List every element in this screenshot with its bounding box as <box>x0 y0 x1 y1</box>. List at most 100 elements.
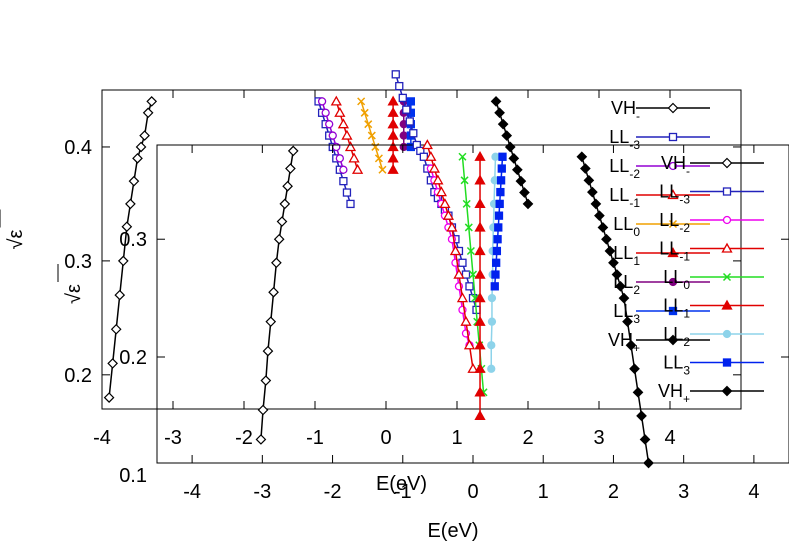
data-point <box>406 97 416 106</box>
data-point <box>492 246 502 256</box>
series-line <box>260 150 294 440</box>
data-point <box>344 141 357 152</box>
data-point <box>639 434 651 445</box>
data-point <box>391 70 400 79</box>
data-point <box>487 364 496 373</box>
data-point <box>346 199 355 209</box>
data-point <box>273 233 285 245</box>
data-point <box>132 153 143 164</box>
data-point <box>387 141 399 152</box>
data-point <box>580 163 591 174</box>
data-point <box>135 141 147 153</box>
data-point <box>328 131 337 140</box>
x-tick-label: -4 <box>183 481 201 503</box>
legend-label: LL-3 <box>659 182 690 207</box>
data-point <box>519 187 530 198</box>
data-point <box>494 107 505 119</box>
legend-label: LL-3 <box>609 127 640 152</box>
data-point <box>474 410 486 421</box>
data-point <box>466 246 475 256</box>
legend-entry-LL-2: LL-2 <box>659 210 764 235</box>
data-point <box>508 153 520 164</box>
data-point <box>121 221 133 233</box>
legend-entry-LL1: LL1 <box>663 296 764 321</box>
data-point <box>474 315 486 326</box>
data-point <box>262 345 274 357</box>
data-point <box>474 150 486 161</box>
data-point <box>374 154 383 163</box>
x-tick-label: -1 <box>306 427 324 449</box>
data-point <box>387 95 399 106</box>
data-point <box>474 221 486 232</box>
data-point <box>387 152 399 163</box>
data-point <box>474 245 486 256</box>
data-point <box>615 280 626 292</box>
data-point <box>402 105 411 114</box>
data-point <box>442 209 455 220</box>
data-point <box>461 270 471 279</box>
data-point <box>495 199 504 209</box>
data-point <box>279 198 291 210</box>
data-point <box>449 245 462 256</box>
data-point <box>487 317 497 326</box>
data-point <box>622 316 633 328</box>
chart-2: -4 -3 -2 -1 0 1 2 3 4 0.1 0.2 0.3 E(eV) √ε VH- LL-3 LL-2… <box>57 70 789 542</box>
data-point <box>357 97 366 106</box>
data-point <box>590 198 602 210</box>
legend-entry-LL-3: LL-3 <box>659 182 764 207</box>
legend-entry-LL2: LL2 <box>663 324 764 349</box>
data-point <box>611 269 623 280</box>
data-point <box>515 175 527 187</box>
x-tick-label: 3 <box>678 481 689 503</box>
data-point <box>576 151 588 163</box>
series-LL1 <box>474 150 486 421</box>
data-point <box>107 358 118 369</box>
legend-label: LL0 <box>613 214 640 239</box>
data-point <box>387 106 399 117</box>
data-point <box>474 339 486 350</box>
data-point <box>464 223 473 232</box>
data-point <box>265 316 277 328</box>
data-point <box>128 175 140 187</box>
legend-entry-LL3: LL3 <box>613 301 710 326</box>
data-point <box>490 282 499 291</box>
y-tick-label: 0.3 <box>64 251 92 273</box>
data-point <box>276 216 288 227</box>
data-point <box>387 118 399 129</box>
x-tick-label: 2 <box>608 481 619 503</box>
data-point <box>608 257 619 269</box>
data-point <box>287 145 299 157</box>
data-point <box>367 131 376 140</box>
data-point <box>260 375 272 386</box>
series-LL-2 <box>317 97 348 174</box>
legend-entry-LL-1: LL-1 <box>609 185 710 210</box>
legend-label: LL2 <box>663 324 690 349</box>
legend-entry-LL1: LL1 <box>613 243 710 268</box>
legend-label: LL3 <box>613 301 640 326</box>
series-LL-1 <box>421 139 479 373</box>
series-LL3 <box>490 152 507 291</box>
x-tick-label: 0 <box>467 481 478 503</box>
x-tick-label: -2 <box>235 427 253 449</box>
data-point <box>453 268 465 279</box>
data-point <box>497 164 506 173</box>
data-point <box>351 163 364 174</box>
data-point <box>474 268 486 279</box>
x-tick-label: 0 <box>380 427 391 449</box>
data-point <box>494 223 503 232</box>
y-tick-label: 0.2 <box>64 365 92 387</box>
data-point <box>421 139 433 150</box>
legend-label: LL0 <box>663 267 690 292</box>
data-point <box>491 270 500 279</box>
x-tick-label: 2 <box>522 427 533 449</box>
data-point <box>496 187 505 197</box>
data-point <box>456 292 469 303</box>
x-tick-label: 4 <box>748 481 759 503</box>
data-point <box>583 174 595 186</box>
data-point <box>117 255 129 267</box>
legend-label: LL-1 <box>659 239 690 264</box>
series-line <box>317 101 352 205</box>
data-point <box>463 339 476 350</box>
data-point <box>387 129 399 140</box>
data-point <box>125 198 136 210</box>
